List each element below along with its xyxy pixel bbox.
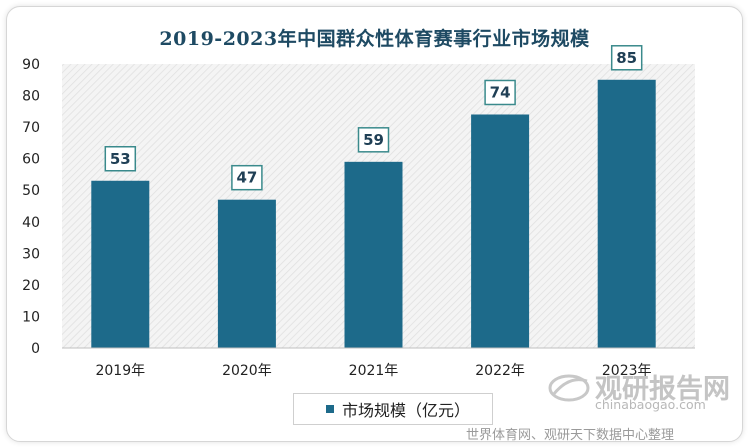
x-tick-label: 2022年 — [475, 363, 525, 379]
y-tick-label: 90 — [22, 57, 40, 73]
y-tick-label: 0 — [31, 341, 40, 357]
bar — [597, 79, 656, 349]
chart-title: 2019-2023年中国群众性体育赛事行业市场规模 — [159, 28, 590, 50]
data-label: 74 — [490, 83, 511, 101]
y-tick-label: 20 — [22, 278, 40, 294]
data-label-box — [104, 146, 137, 172]
data-label: 53 — [110, 150, 131, 168]
data-label-box — [484, 79, 516, 106]
data-label-box — [357, 127, 390, 153]
y-tick-label: 10 — [22, 309, 40, 325]
data-label: 47 — [236, 169, 257, 187]
source-note: 世界体育网、观研天下数据中心整理 — [466, 428, 675, 443]
y-tick-label: 70 — [22, 120, 40, 136]
y-tick-label: 30 — [22, 246, 40, 262]
x-tick-label: 2019年 — [95, 363, 145, 379]
y-tick-label: 50 — [22, 183, 40, 199]
x-tick-label: 2023年 — [602, 363, 652, 379]
bar — [344, 161, 403, 348]
legend-swatch — [326, 405, 334, 413]
data-label: 85 — [616, 49, 637, 67]
legend: 市场规模（亿元） — [293, 393, 493, 425]
legend-label: 市场规模（亿元） — [342, 401, 471, 420]
data-label-box — [231, 164, 263, 191]
data-label-box — [610, 45, 643, 71]
y-tick-label: 60 — [22, 152, 40, 168]
bar — [471, 114, 530, 348]
bar — [91, 180, 150, 348]
bar — [217, 199, 276, 348]
y-tick-label: 40 — [22, 215, 40, 231]
x-tick-label: 2021年 — [349, 363, 399, 379]
y-tick-label: 80 — [22, 89, 40, 105]
x-tick-label: 2020年 — [222, 363, 272, 379]
data-label: 59 — [363, 131, 384, 149]
